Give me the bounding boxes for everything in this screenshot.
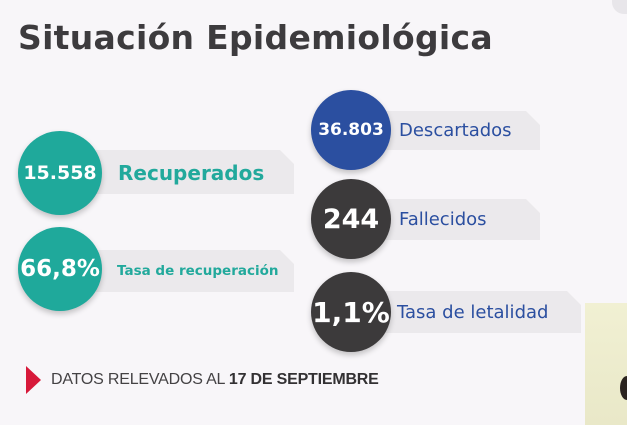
stat-circle-recuperados: 15.558 (18, 131, 102, 215)
footer-date: 17 DE SEPTIEMBRE (228, 371, 379, 388)
stat-value-tasa-recuperacion: 66,8% (20, 256, 100, 282)
stat-value-tasa-letalidad: 1,1% (312, 295, 390, 329)
corner-shape (612, 0, 627, 14)
label-bar-descartados (386, 111, 540, 150)
data-date-footer: DATOS RELEVADOS AL 17 DE SEPTIEMBRE (26, 366, 379, 394)
stat-value-descartados: 36.803 (318, 120, 384, 140)
video-overlay-panel (585, 303, 627, 425)
stat-label-tasa-recuperacion: Tasa de recuperación (117, 263, 279, 279)
stat-circle-tasa-recuperacion: 66,8% (18, 227, 102, 311)
stat-circle-fallecidos: 244 (311, 179, 391, 259)
stat-label-recuperados: Recuperados (118, 161, 265, 185)
stat-label-tasa-letalidad: Tasa de letalidad (397, 302, 549, 323)
triangle-marker-icon (26, 366, 41, 394)
stat-circle-descartados: 36.803 (311, 90, 391, 170)
page-title: Situación Epidemiológica (18, 18, 493, 57)
stat-circle-tasa-letalidad: 1,1% (311, 272, 391, 352)
stat-label-descartados: Descartados (399, 120, 512, 141)
stat-value-recuperados: 15.558 (23, 162, 97, 184)
label-bar-recuperados (96, 150, 294, 194)
video-overlay-figure (620, 376, 627, 400)
stat-value-fallecidos: 244 (322, 203, 380, 235)
label-bar-fallecidos (384, 199, 540, 240)
label-bar-tasa-recuperacion (96, 250, 294, 292)
footer-prefix: DATOS RELEVADOS AL (51, 371, 229, 388)
label-bar-tasa-letalidad (384, 291, 581, 333)
footer-text: DATOS RELEVADOS AL 17 DE SEPTIEMBRE (51, 371, 379, 389)
stat-label-fallecidos: Fallecidos (399, 209, 487, 230)
